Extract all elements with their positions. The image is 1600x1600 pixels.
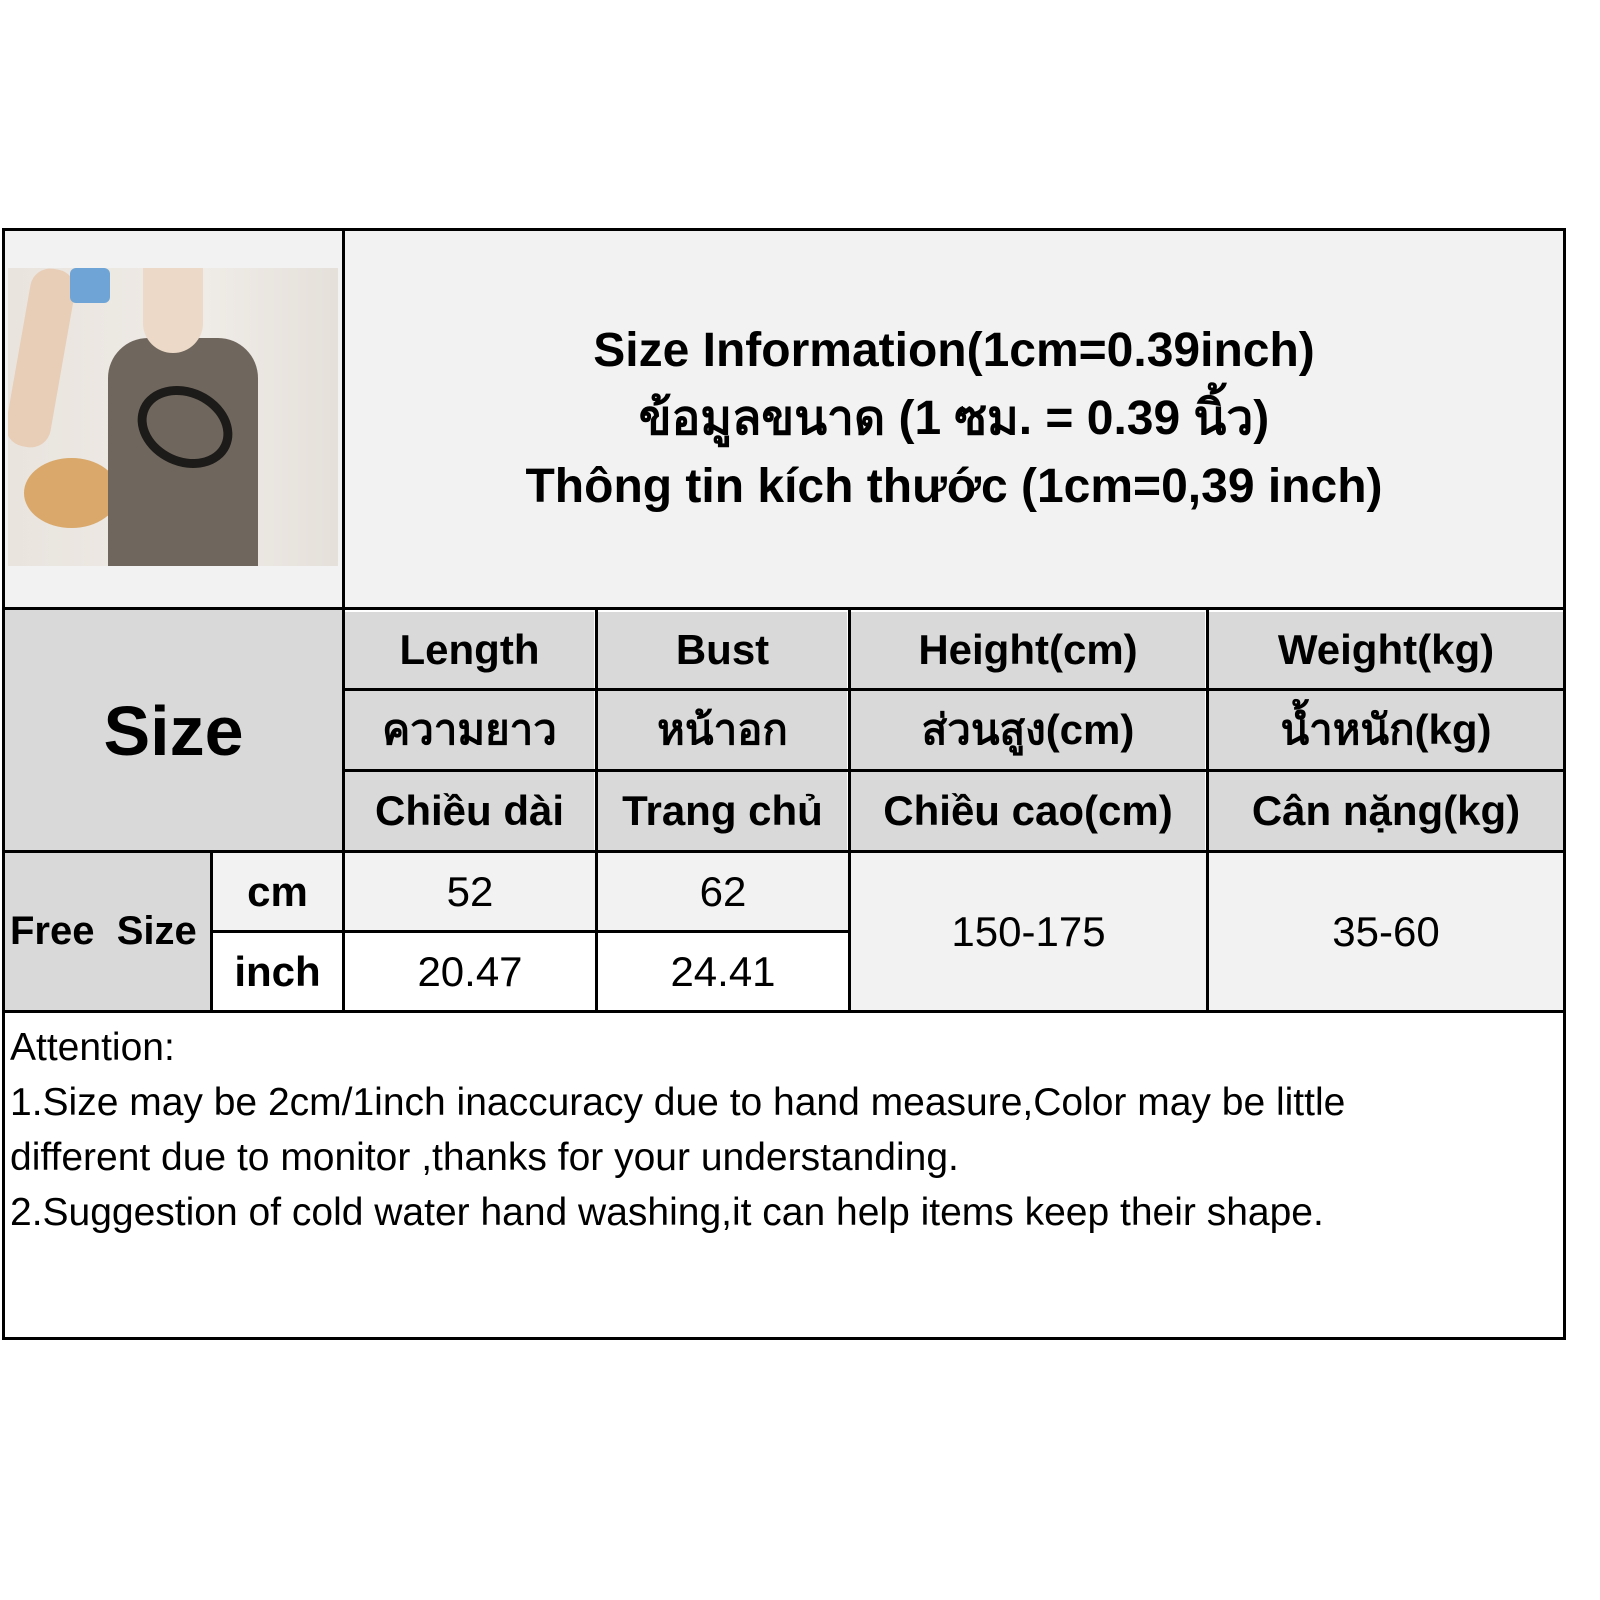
col-weight-vi: Cân nặng(kg) [1209,772,1563,850]
col-bust-vi: Trang chủ [598,772,847,850]
product-photo [8,268,338,566]
bust-inch: 24.41 [598,933,848,1010]
col-length-en: Length [345,612,594,688]
attention-line: different due to monitor ,thanks for you… [10,1136,959,1179]
size-header: Size [5,610,342,852]
attention-line: 1.Size may be 2cm/1inch inaccuracy due t… [10,1081,1346,1124]
title-line-en: Size Information(1cm=0.39inch) [593,324,1315,377]
length-cm: 52 [345,853,595,930]
size-chart-frame [2,228,1566,1340]
attention-heading: Attention: [10,1026,175,1069]
size-information-title: Size Information(1cm=0.39inch) ข้อมูลขนา… [345,231,1563,607]
bust-cm: 62 [598,853,848,930]
col-bust-en: Bust [598,612,847,688]
col-weight-en: Weight(kg) [1209,612,1563,688]
length-inch: 20.47 [345,933,595,1010]
col-height-th: ส่วนสูง(cm) [851,691,1205,769]
col-bust-th: หน้าอก [598,691,847,769]
col-length-vi: Chiều dài [345,772,594,850]
col-height-en: Height(cm) [851,612,1205,688]
title-line-vi: Thông tin kích thước (1cm=0,39 inch) [525,460,1383,513]
title-line-th: ข้อมูลขนาด (1 ซม. = 0.39 นิ้ว) [638,392,1270,445]
col-length-th: ความยาว [345,691,594,769]
attention-notes: Attention: 1.Size may be 2cm/1inch inacc… [10,1020,1550,1240]
free-size-label: Free Size [5,853,210,1010]
col-weight-th: น้ำหนัก(kg) [1209,691,1563,769]
weight-range: 35-60 [1209,853,1563,1010]
attention-line: 2.Suggestion of cold water hand washing,… [10,1191,1324,1234]
unit-cm: cm [213,853,342,930]
col-height-vi: Chiều cao(cm) [851,772,1205,850]
unit-inch: inch [213,933,342,1010]
height-range: 150-175 [851,853,1206,1010]
